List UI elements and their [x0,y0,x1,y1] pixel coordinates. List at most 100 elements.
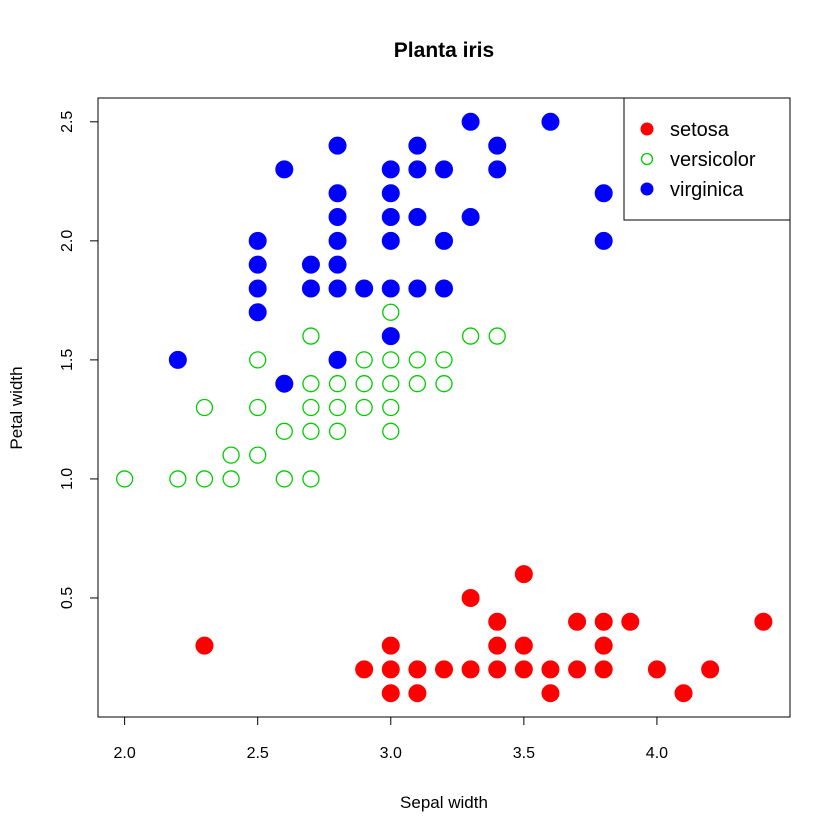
versicolor-point [382,398,400,417]
versicolor-point [302,470,320,488]
virginica-point [248,279,267,298]
setosa-point [381,636,400,655]
versicolor-point [382,351,400,369]
virginica-point [328,184,347,203]
virginica-point [328,136,347,155]
legend-box [623,97,791,221]
versicolor-point [382,422,400,440]
versicolor-point [382,375,400,393]
virginica-point [435,279,453,298]
versicolor-point [195,398,214,417]
x-tick-label: 3.5 [513,745,535,762]
virginica-point [301,279,320,298]
virginica-point [594,231,613,250]
virginica-point [381,208,400,227]
versicolor-legend-label: versicolor [670,149,756,171]
versicolor-point [302,327,320,345]
virginica-point [168,350,187,369]
virginica-point [248,255,267,274]
setosa-point [541,660,560,679]
setosa-point [488,660,507,679]
x-tick-label: 2.0 [113,745,135,762]
virginica-point [248,231,267,250]
y-tick-label: 0.5 [59,587,76,609]
virginica-point [488,136,507,155]
versicolor-point [328,398,347,417]
virginica-point [381,279,400,298]
virginica-point [381,231,400,250]
versicolor-point [222,470,240,488]
virginica-point [328,231,347,250]
versicolor-point [435,375,453,393]
versicolor-point [302,398,320,417]
setosa-point [594,612,613,631]
versicolor-point [275,470,293,488]
x-tick-label: 4.0 [646,745,668,762]
versicolor-point [488,327,506,345]
versicolor-point [169,470,187,488]
setosa-point [355,660,374,679]
setosa-point [568,612,587,631]
versicolor-point [328,375,347,393]
virginica-point [381,184,400,203]
virginica-point [435,160,453,179]
virginica-point [328,350,347,369]
virginica-point [541,112,560,131]
setosa-point [621,612,640,631]
virginica-point [248,303,267,322]
versicolor-point [249,351,267,369]
virginica-point [381,327,400,346]
versicolor-point [115,470,134,488]
setosa-point [488,636,507,655]
virginica-point [488,160,507,179]
versicolor-point [355,375,373,393]
virginica-point [408,136,427,155]
versicolor-point [355,398,373,417]
setosa-point [488,612,507,631]
x-tick-label: 2.5 [247,745,269,762]
versicolor-point [302,422,320,440]
virginica-point [594,184,613,203]
virginica-point [408,208,427,227]
y-tick-label: 2.5 [59,111,76,133]
setosa-point [674,684,693,703]
versicolor-point [355,351,373,369]
versicolor-legend-marker [640,152,654,166]
virginica-point [328,208,347,227]
y-axis-label: Petal width [7,366,26,449]
virginica-point [275,374,294,393]
virginica-point [461,208,480,227]
virginica-point [328,279,347,298]
setosa-point [514,660,533,679]
setosa-point [541,684,560,703]
setosa-point [381,684,400,703]
setosa-point [754,612,773,631]
virginica-point [381,160,400,179]
x-axis-label: Sepal width [400,793,488,812]
versicolor-point [249,446,267,464]
virginica-point [408,279,427,298]
setosa-legend-marker [640,122,654,136]
setosa-point [408,684,427,703]
data-points [115,112,773,703]
virginica-legend-label: virginica [670,179,744,201]
setosa-point [701,660,720,679]
y-tick-label: 2.0 [59,230,76,252]
setosa-point [647,660,666,679]
setosa-point [408,660,427,679]
versicolor-point [222,446,240,464]
versicolor-point [275,422,293,440]
setosa-legend-label: setosa [670,119,730,141]
virginica-point [408,160,427,179]
versicolor-point [328,422,347,440]
setosa-point [435,660,453,679]
y-axis: 0.5 1.0 1.5 2.0 2.5 [59,111,99,609]
versicolor-point [302,375,320,393]
legend: setosa versicolor virginica [623,97,791,221]
setosa-point [568,660,587,679]
versicolor-point [408,351,427,369]
setosa-point [594,636,613,655]
x-axis: 2.0 2.5 3.0 3.5 4.0 [113,716,668,762]
virginica-point [328,255,347,274]
